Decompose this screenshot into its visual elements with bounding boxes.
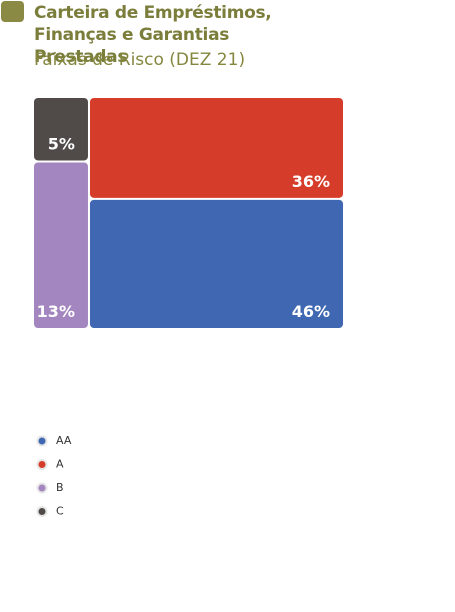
treemap-cell	[89, 98, 343, 198]
title-icon	[1, 1, 24, 22]
legend-marker	[36, 435, 48, 447]
value-label: 36%	[292, 172, 330, 191]
legend-label: B	[56, 481, 64, 494]
treemap-cell	[34, 98, 88, 161]
value-label: 5%	[48, 134, 75, 153]
legend-marker	[36, 506, 48, 517]
treemap-cell	[34, 162, 88, 328]
legend-label: A	[56, 458, 64, 471]
chart-title: Carteira de Empréstimos, Finanças e Gara…	[34, 3, 272, 67]
chart-subtitle: Faixas de Risco (DEZ 21)	[34, 50, 246, 70]
legend-label: C	[56, 505, 64, 518]
value-label: 46%	[292, 302, 330, 321]
legend-label: AA	[56, 434, 72, 447]
treemap-cell	[89, 199, 343, 328]
legend-marker	[36, 459, 48, 470]
legend-marker	[36, 482, 48, 494]
value-label: 13%	[37, 302, 75, 321]
